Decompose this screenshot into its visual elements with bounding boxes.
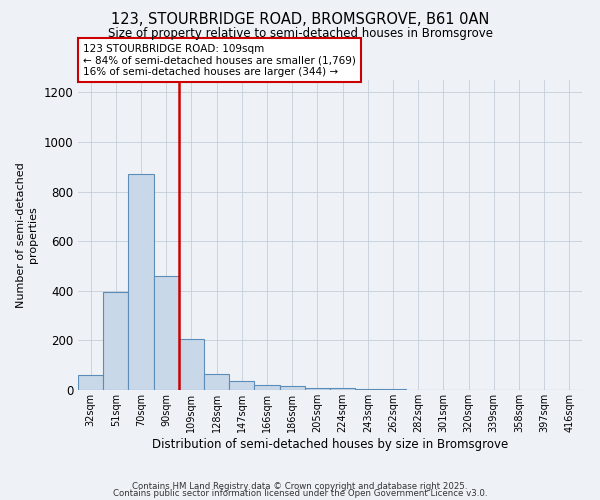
Bar — [128, 174, 154, 390]
Bar — [280, 386, 305, 390]
Bar — [330, 388, 355, 390]
Text: 123, STOURBRIDGE ROAD, BROMSGROVE, B61 0AN: 123, STOURBRIDGE ROAD, BROMSGROVE, B61 0… — [111, 12, 489, 28]
Text: Contains HM Land Registry data © Crown copyright and database right 2025.: Contains HM Land Registry data © Crown c… — [132, 482, 468, 491]
Bar — [305, 388, 330, 390]
Text: 123 STOURBRIDGE ROAD: 109sqm
← 84% of semi-detached houses are smaller (1,769)
1: 123 STOURBRIDGE ROAD: 109sqm ← 84% of se… — [83, 44, 356, 77]
Bar — [103, 292, 128, 390]
Bar — [78, 375, 103, 390]
X-axis label: Distribution of semi-detached houses by size in Bromsgrove: Distribution of semi-detached houses by … — [152, 438, 508, 450]
Bar — [229, 382, 254, 390]
Bar — [179, 339, 204, 390]
Bar — [154, 276, 179, 390]
Bar — [355, 389, 380, 390]
Bar — [254, 385, 280, 390]
Bar — [204, 374, 229, 390]
Text: Size of property relative to semi-detached houses in Bromsgrove: Size of property relative to semi-detach… — [107, 28, 493, 40]
Text: Contains public sector information licensed under the Open Government Licence v3: Contains public sector information licen… — [113, 490, 487, 498]
Y-axis label: Number of semi-detached
properties: Number of semi-detached properties — [16, 162, 38, 308]
